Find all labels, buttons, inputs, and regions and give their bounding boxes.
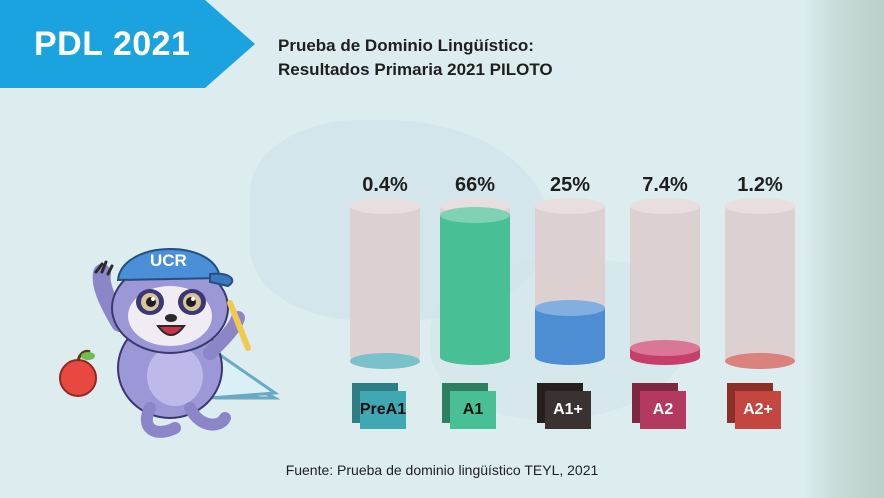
bar	[535, 308, 605, 365]
banner-title: PDL 2021	[34, 25, 191, 63]
category-label: PreA1	[352, 383, 418, 429]
data-label: 1.2%	[737, 174, 783, 196]
cap-label: UCR	[150, 251, 187, 270]
category-label-text: A1+	[545, 391, 591, 429]
coast-decoration	[804, 0, 884, 498]
category-label: A1	[442, 383, 508, 429]
bar-background-top	[725, 198, 795, 214]
data-label: 25%	[549, 174, 591, 196]
bar-top	[350, 353, 420, 369]
bar-top	[725, 353, 795, 369]
category-label: A1+	[537, 383, 603, 429]
bar-top	[535, 300, 605, 317]
bar-top	[630, 340, 700, 357]
source-note: Fuente: Prueba de dominio lingüístico TE…	[285, 462, 599, 478]
category-label-text: PreA1	[360, 391, 406, 429]
chart-title-line-2: Resultados Primaria 2021 PILOTO	[278, 60, 553, 79]
data-label: 0.4%	[362, 174, 408, 196]
chart-title: Prueba de Dominio Lingüístico: Resultado…	[278, 34, 553, 82]
category-label-text: A1	[450, 391, 496, 429]
header-banner	[0, 0, 255, 88]
category-label-text: A2	[640, 391, 686, 429]
data-label: 66%	[454, 174, 496, 196]
apple-icon	[59, 349, 97, 397]
sloth-mascot-icon: UCR	[59, 248, 281, 438]
chart-title-line-1: Prueba de Dominio Lingüístico:	[278, 36, 534, 55]
bar-background-top	[535, 198, 605, 214]
bar-background-top	[350, 198, 420, 214]
category-label: A2+	[727, 383, 793, 429]
bar-top	[440, 207, 510, 224]
data-label: 7.4%	[642, 174, 688, 196]
bar-background-top	[630, 198, 700, 214]
bar-background	[630, 206, 700, 365]
bar-background	[725, 206, 795, 365]
bar-background	[350, 206, 420, 365]
bar	[440, 215, 510, 365]
category-label-text: A2+	[735, 391, 781, 429]
category-label: A2	[632, 383, 698, 429]
